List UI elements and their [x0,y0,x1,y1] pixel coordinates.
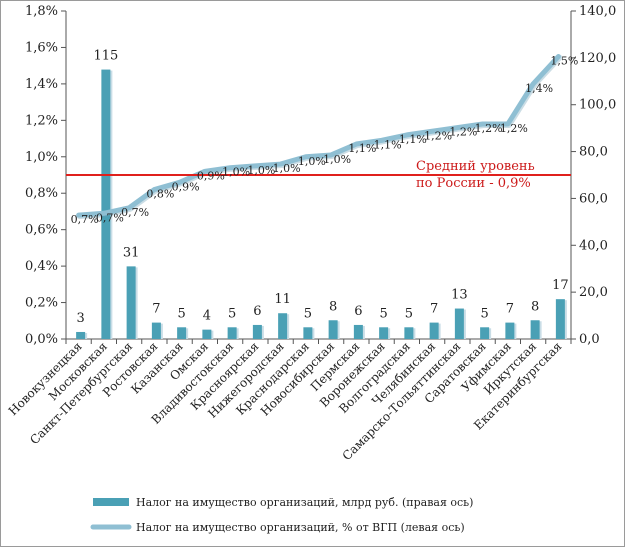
bar-value-label: 4 [203,309,211,324]
left-tick-label: 0,6% [25,223,58,238]
legend: Налог на имущество организаций, млрд руб… [90,496,473,534]
line-value-label: 1,1% [348,142,376,155]
bar [505,322,515,339]
bar-value-label: 13 [451,288,468,303]
bar-value-label: 11 [274,292,291,307]
left-tick-label: 0,2% [25,296,58,311]
bar-value-label: 7 [152,302,160,317]
bar-value-label: 8 [329,299,337,314]
bar [227,327,237,339]
x-tick-label: Санкт-Петербургская [27,339,135,447]
bar [353,324,363,339]
line-value-label: 1,5% [550,55,578,68]
bar-value-label: 5 [304,306,312,321]
bar-value-label: 5 [228,306,236,321]
left-tick-label: 1,4% [25,77,58,92]
axes: 0,0% 0,2% 0,4% 0,6% 0,8% 1,0% 1,2% 1,4% 1,6% 1,8%… [6,4,617,463]
line-value-label: 1,0% [222,166,250,179]
right-tick-label: 80,0 [579,145,608,160]
average-line-label: Средний уровень [416,159,535,174]
bar-value-label: 6 [354,304,362,319]
reference-line: Средний уровень по России - 0,9% [66,159,571,191]
line-value-label: 0,7% [121,206,149,219]
bar-value-label: 17 [552,278,569,293]
line-value-label: 1,1% [374,138,402,151]
left-tick-label: 0,8% [25,186,58,201]
line-value-label: 1,0% [247,164,275,177]
bar-value-label: 8 [531,299,539,314]
line-value-label: 0,8% [146,188,174,201]
bar [555,299,565,339]
line-series-path [76,54,561,218]
bar-value-label: 5 [405,306,413,321]
left-tick-label: 1,0% [25,150,58,165]
line-value-label: 1,2% [500,122,528,135]
right-tick-label: 140,0 [579,4,616,19]
bar-value-label: 6 [253,304,261,319]
bar [177,327,187,339]
line-series [76,54,563,220]
left-tick-label: 1,2% [25,113,58,128]
right-tick-label: 20,0 [579,285,608,300]
line-value-label: 0,7% [96,211,124,224]
bars [76,69,567,340]
line-value-label: 1,1% [399,133,427,146]
line-value-label: 1,2% [449,126,477,139]
bar [454,308,464,339]
line-value-label: 1,4% [525,82,553,95]
line-value-label: 1,0% [298,155,326,168]
line-value-label: 1,2% [424,129,452,142]
line-value-label: 1,0% [273,162,301,175]
left-tick-label: 0,0% [25,332,58,347]
average-line-label: по России - 0,9% [416,176,531,191]
line-value-label: 0,9% [197,169,225,182]
line-value-label: 0,9% [172,180,200,193]
right-tick-label: 100,0 [579,98,616,113]
left-tick-label: 1,6% [25,40,58,55]
bar-value-label: 7 [430,302,438,317]
bar [328,320,338,339]
legend-label-line: Налог на имущество организаций, % от ВГП… [136,521,465,534]
bar-value-label: 3 [76,311,84,326]
line-value-label: 0,7% [71,213,99,226]
bar [252,324,262,339]
left-tick-label: 1,8% [25,4,58,19]
line-value-label: 1,2% [475,122,503,135]
bar [379,327,389,339]
bar-value-label: 7 [506,302,514,317]
bar-value-label: 5 [379,306,387,321]
right-tick-label: 60,0 [579,191,608,206]
bar [101,69,111,340]
legend-swatch-bars [93,498,129,506]
right-tick-label: 40,0 [579,238,608,253]
right-tick-label: 120,0 [579,51,616,66]
right-tick-label: 0,0 [579,332,600,347]
bar [303,327,313,339]
bar-value-label: 31 [123,245,140,260]
bar [278,313,288,339]
left-tick-label: 0,4% [25,259,58,274]
bar [429,322,439,339]
bar-value-label: 115 [93,49,118,64]
bar [151,322,161,339]
bar [202,329,212,339]
line-value-label: 1,0% [323,153,351,166]
bar [530,320,540,339]
legend-label-bars: Налог на имущество организаций, млрд руб… [136,496,473,509]
bar [480,327,490,339]
bar [76,331,86,339]
bar-value-label: 5 [177,306,185,321]
bar [404,327,414,339]
bar [126,266,136,339]
bar-value-label: 5 [480,306,488,321]
